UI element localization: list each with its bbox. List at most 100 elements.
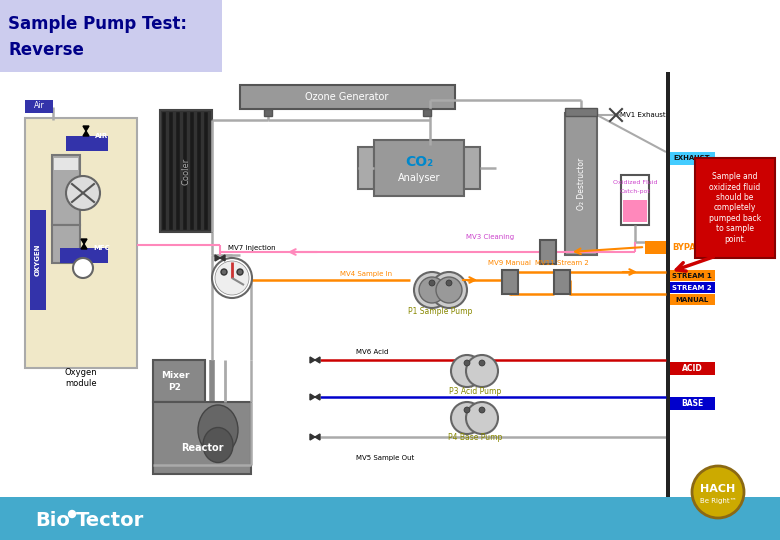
FancyBboxPatch shape: [540, 240, 556, 264]
FancyBboxPatch shape: [464, 147, 480, 189]
Text: EXHAUST: EXHAUST: [674, 156, 711, 161]
FancyBboxPatch shape: [240, 85, 455, 109]
Text: Air: Air: [34, 102, 44, 111]
Circle shape: [419, 277, 445, 303]
Text: Reverse: Reverse: [8, 41, 84, 59]
FancyBboxPatch shape: [670, 270, 715, 281]
Circle shape: [414, 272, 450, 308]
Text: Catch-pot: Catch-pot: [619, 190, 651, 194]
Ellipse shape: [198, 405, 238, 455]
Circle shape: [431, 272, 467, 308]
Text: Reactor: Reactor: [181, 443, 223, 453]
FancyBboxPatch shape: [264, 109, 272, 116]
Text: BYPASS: BYPASS: [672, 242, 707, 252]
Text: Oxygen
module: Oxygen module: [65, 368, 98, 388]
Text: P2: P2: [168, 383, 182, 393]
Circle shape: [692, 466, 744, 518]
Circle shape: [479, 407, 485, 413]
FancyBboxPatch shape: [0, 497, 780, 540]
FancyBboxPatch shape: [60, 248, 108, 263]
FancyBboxPatch shape: [670, 294, 715, 305]
FancyBboxPatch shape: [30, 210, 46, 310]
FancyBboxPatch shape: [554, 270, 570, 294]
Polygon shape: [220, 255, 225, 261]
Circle shape: [451, 355, 483, 387]
Circle shape: [237, 269, 243, 275]
FancyBboxPatch shape: [183, 112, 187, 230]
FancyBboxPatch shape: [670, 362, 715, 375]
FancyBboxPatch shape: [153, 402, 251, 474]
FancyBboxPatch shape: [565, 113, 597, 255]
Text: HACH: HACH: [700, 484, 736, 494]
FancyBboxPatch shape: [374, 140, 464, 196]
Text: MV11 Stream 2: MV11 Stream 2: [535, 260, 589, 266]
Text: P1 Sample Pump: P1 Sample Pump: [408, 307, 472, 315]
FancyBboxPatch shape: [25, 118, 137, 368]
Text: MV9 Manual: MV9 Manual: [488, 260, 531, 266]
Text: MANUAL: MANUAL: [675, 296, 708, 302]
Text: Tector: Tector: [76, 510, 144, 530]
Circle shape: [429, 280, 435, 286]
FancyBboxPatch shape: [153, 360, 205, 402]
FancyBboxPatch shape: [621, 175, 649, 225]
FancyBboxPatch shape: [423, 109, 431, 116]
Text: CO₂: CO₂: [405, 155, 433, 169]
Text: OXYGEN: OXYGEN: [35, 244, 41, 276]
Circle shape: [466, 402, 498, 434]
Text: STREAM 2: STREAM 2: [672, 285, 712, 291]
Circle shape: [464, 360, 470, 366]
FancyBboxPatch shape: [190, 112, 194, 230]
Ellipse shape: [203, 428, 233, 462]
Text: MFC: MFC: [93, 245, 110, 251]
FancyBboxPatch shape: [52, 225, 80, 263]
Circle shape: [436, 277, 462, 303]
Polygon shape: [81, 239, 87, 244]
FancyBboxPatch shape: [162, 112, 166, 230]
FancyBboxPatch shape: [25, 100, 53, 113]
Text: Sample Pump Test:: Sample Pump Test:: [8, 15, 187, 33]
Polygon shape: [315, 357, 320, 363]
Polygon shape: [310, 394, 315, 400]
Text: Analyser: Analyser: [398, 173, 440, 183]
Text: ACID: ACID: [682, 364, 702, 373]
Circle shape: [446, 280, 452, 286]
Text: P4 Base Pump: P4 Base Pump: [448, 434, 502, 442]
Text: MV4 Sample In: MV4 Sample In: [340, 271, 392, 277]
Polygon shape: [310, 434, 315, 440]
Text: Mixer: Mixer: [161, 372, 190, 381]
FancyBboxPatch shape: [160, 110, 212, 232]
Polygon shape: [310, 357, 315, 363]
Text: STREAM 1: STREAM 1: [672, 273, 712, 279]
FancyBboxPatch shape: [565, 108, 597, 116]
Text: MV5 Sample Out: MV5 Sample Out: [356, 455, 414, 461]
FancyBboxPatch shape: [666, 72, 670, 497]
Polygon shape: [315, 434, 320, 440]
Circle shape: [221, 269, 227, 275]
FancyBboxPatch shape: [54, 158, 78, 170]
FancyBboxPatch shape: [623, 200, 647, 222]
FancyBboxPatch shape: [66, 136, 108, 151]
FancyBboxPatch shape: [695, 158, 775, 258]
Text: Bio: Bio: [35, 510, 70, 530]
Polygon shape: [81, 244, 87, 249]
FancyBboxPatch shape: [670, 397, 715, 410]
Text: MV7 Injection: MV7 Injection: [228, 245, 275, 251]
FancyBboxPatch shape: [670, 282, 715, 293]
Circle shape: [466, 355, 498, 387]
Circle shape: [69, 510, 76, 517]
Text: MV3 Cleaning: MV3 Cleaning: [466, 234, 514, 240]
FancyBboxPatch shape: [502, 270, 518, 294]
Circle shape: [73, 258, 93, 278]
Text: BASE: BASE: [681, 399, 703, 408]
FancyBboxPatch shape: [204, 112, 208, 230]
FancyBboxPatch shape: [358, 147, 374, 189]
FancyBboxPatch shape: [52, 155, 80, 225]
Text: P3 Acid Pump: P3 Acid Pump: [448, 387, 501, 395]
FancyBboxPatch shape: [0, 0, 222, 72]
Circle shape: [215, 261, 249, 295]
Polygon shape: [83, 131, 89, 136]
Text: Be Right™: Be Right™: [700, 498, 736, 504]
FancyBboxPatch shape: [670, 152, 715, 165]
FancyBboxPatch shape: [645, 241, 666, 254]
Text: MV6 Acid: MV6 Acid: [356, 349, 388, 355]
